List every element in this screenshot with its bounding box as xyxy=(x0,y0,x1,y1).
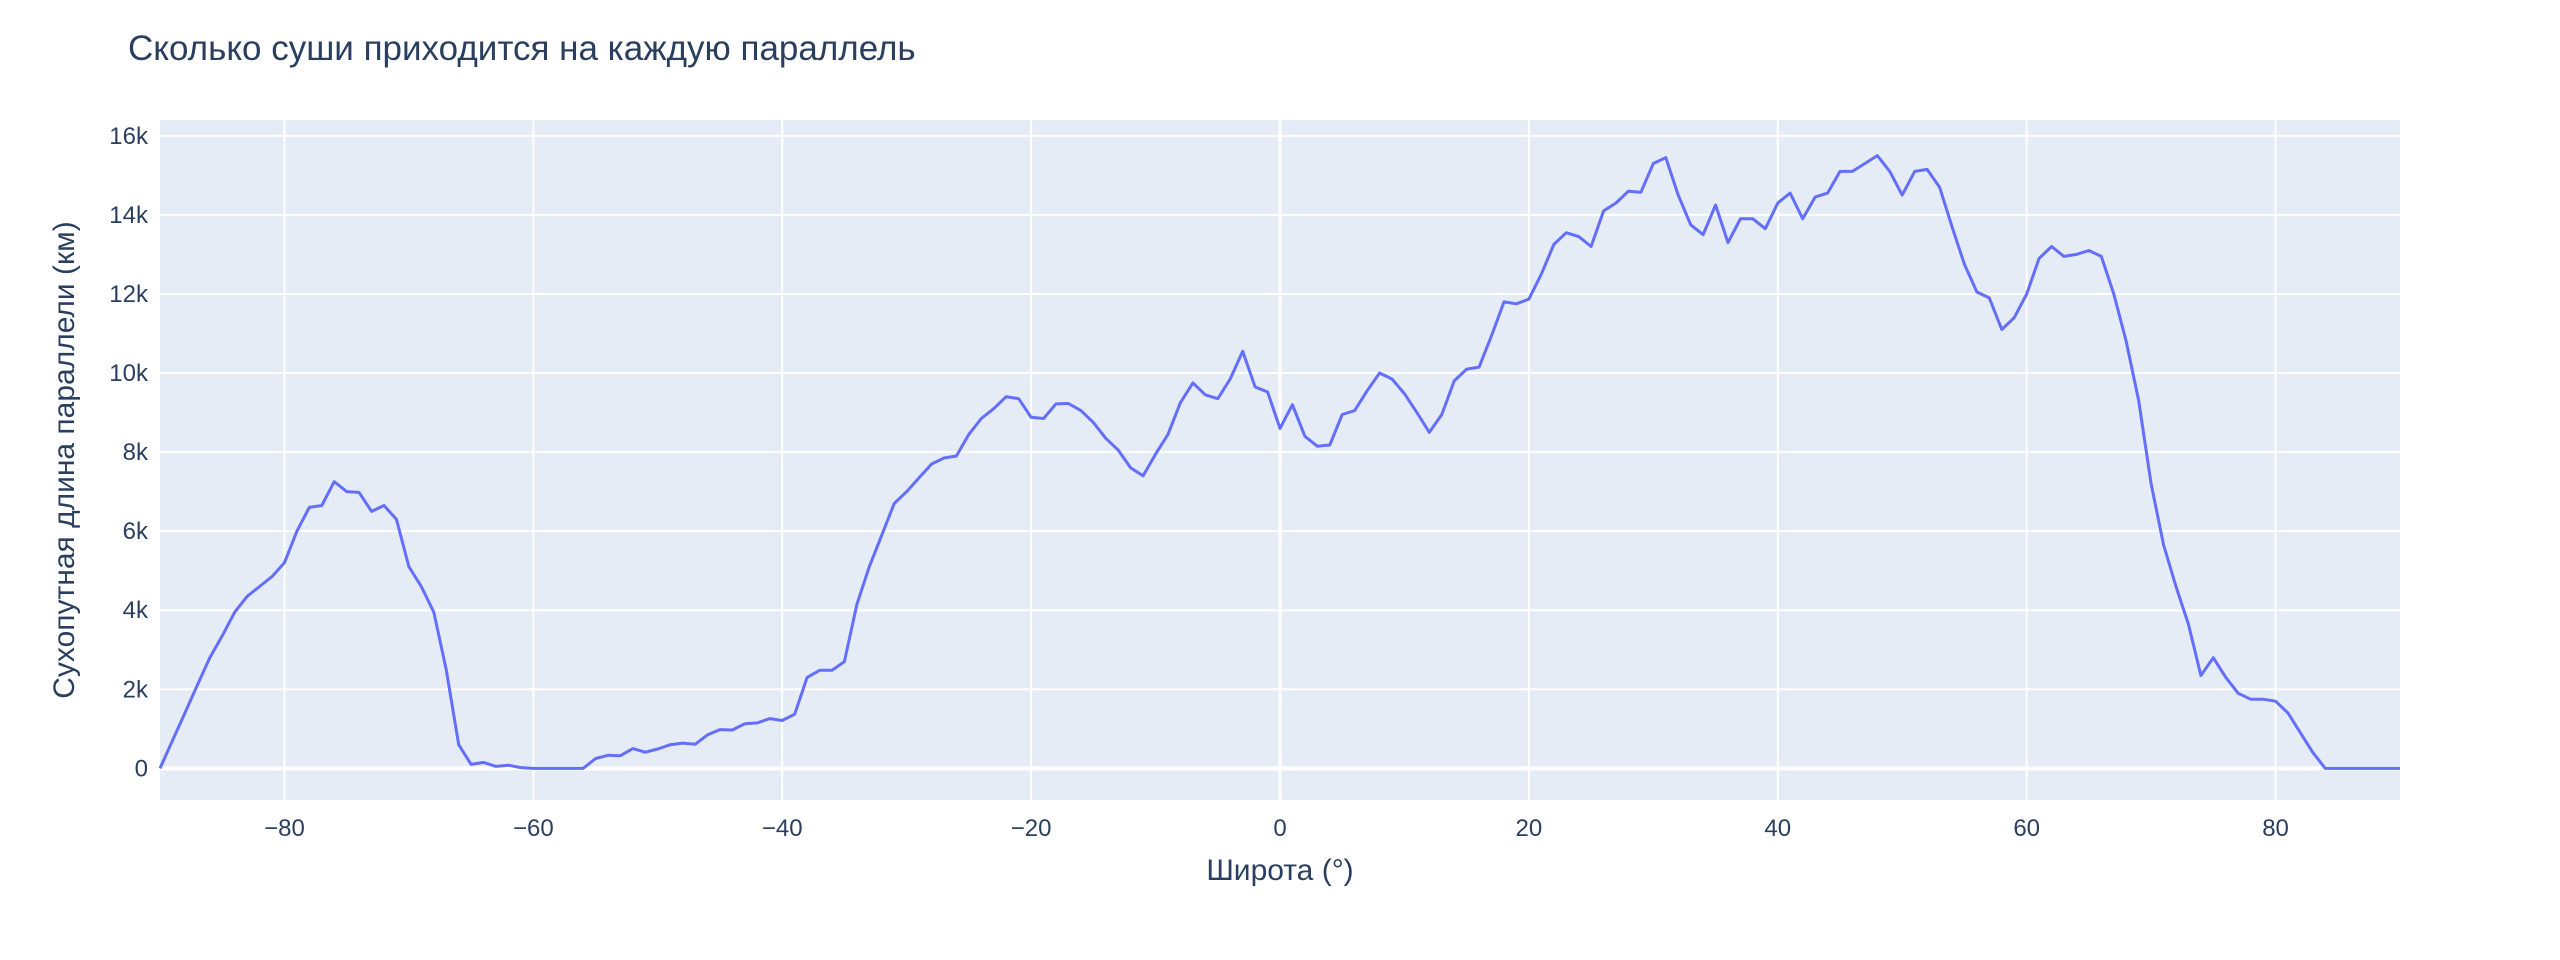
x-axis-title: Широта (°) xyxy=(1206,854,1353,887)
x-tick-label: −40 xyxy=(762,815,803,842)
y-axis-ticks: 0 2k 4k 6k 8k 10k 12k 14k 16k xyxy=(109,123,149,783)
y-tick-label: 6k xyxy=(123,518,149,545)
series-line xyxy=(158,154,2400,770)
y-tick-label: 14k xyxy=(109,202,149,229)
y-tick-label: 10k xyxy=(109,360,149,387)
y-tick-label: 8k xyxy=(123,439,149,466)
grid-lines xyxy=(160,120,2400,800)
y-tick-label: 12k xyxy=(109,281,149,308)
chart-title: Сколько суши приходится на каждую паралл… xyxy=(128,29,916,68)
x-tick-label: 80 xyxy=(2262,815,2289,842)
x-tick-label: 0 xyxy=(1273,815,1286,842)
y-axis-title: Сухопутная длина параллели (км) xyxy=(48,221,81,699)
y-tick-label: 0 xyxy=(135,755,148,782)
y-tick-label: 4k xyxy=(123,597,149,624)
y-tick-label: 16k xyxy=(109,123,149,150)
x-tick-label: 20 xyxy=(1516,815,1543,842)
x-tick-label: 40 xyxy=(1764,815,1791,842)
x-axis-ticks: −80 −60 −40 −20 0 20 40 60 80 xyxy=(264,815,2289,842)
x-tick-label: −80 xyxy=(264,815,305,842)
x-tick-label: −20 xyxy=(1011,815,1052,842)
y-tick-label: 2k xyxy=(123,676,149,703)
x-tick-label: 60 xyxy=(2013,815,2040,842)
x-tick-label: −60 xyxy=(513,815,554,842)
